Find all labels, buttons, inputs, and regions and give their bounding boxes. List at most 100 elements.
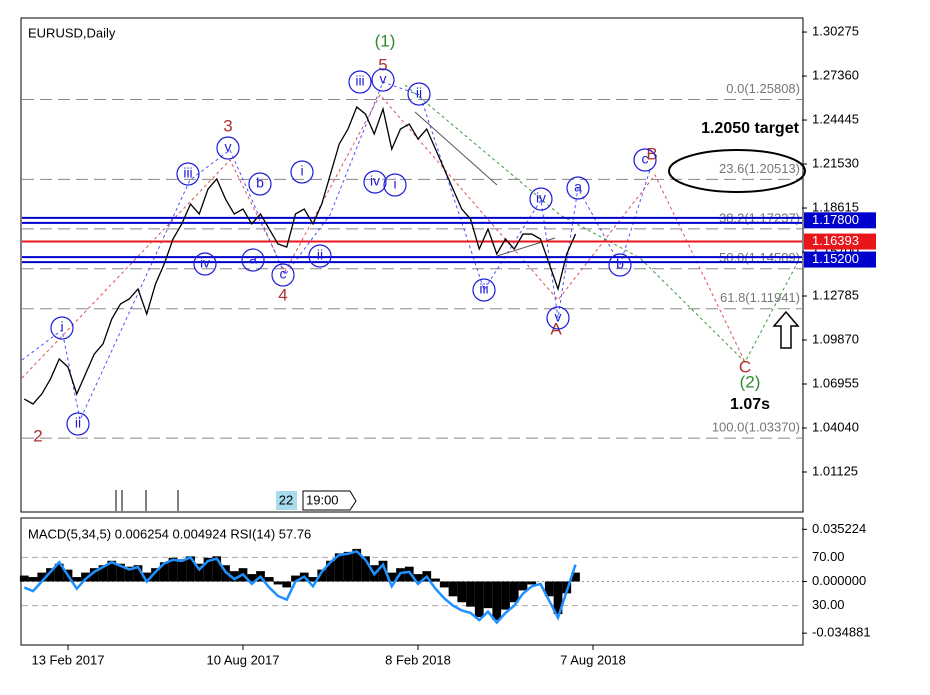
target-note: 1.2050 target	[701, 120, 800, 137]
macd-bar	[89, 568, 99, 582]
macd-bar	[142, 572, 152, 582]
wave-label: iii	[183, 165, 192, 181]
fib-label: 0.0(1.25808)	[726, 81, 800, 96]
macd-bar	[81, 572, 90, 582]
wave-label: 3	[223, 116, 232, 135]
macd-bar	[518, 581, 528, 591]
macd-bar	[308, 577, 318, 582]
macd-bar	[466, 581, 475, 607]
wave-circle	[472, 278, 496, 302]
target-ellipse	[668, 149, 806, 193]
macd-bar	[116, 563, 125, 582]
y-tick-label: 1.09870	[812, 331, 859, 346]
wave-label: C	[739, 357, 751, 376]
macd-bar	[457, 581, 467, 603]
macd-bar	[151, 568, 160, 582]
y-tick-label: 1.06955	[812, 375, 859, 390]
wave-label: i	[300, 163, 303, 179]
y2-tick-label: 30.00	[812, 597, 845, 612]
macd-bar	[264, 577, 274, 582]
macd-bar	[19, 575, 29, 582]
wave-circle	[608, 253, 632, 277]
macd-bar	[46, 568, 55, 582]
y2-tick-label: 70.00	[812, 549, 845, 564]
macd-bar	[571, 572, 580, 582]
macd-bar	[54, 563, 64, 582]
wave-label: (2)	[740, 372, 761, 391]
macd-bar	[282, 581, 292, 588]
macd-bar	[28, 577, 38, 582]
wave-label: (1)	[375, 31, 396, 50]
y-tick-label: 0.035224	[812, 521, 866, 536]
wave-circle	[66, 412, 90, 436]
wave-circle	[546, 306, 570, 330]
wave-label: c	[280, 266, 287, 282]
macd-bar	[72, 577, 82, 582]
wave-label: iii	[479, 281, 488, 297]
x-tick-label: 10 Aug 2017	[206, 652, 279, 667]
wave-label: iv	[200, 255, 210, 271]
wave-label: iv	[536, 190, 546, 206]
macd-bar	[492, 581, 502, 621]
macd-bar	[404, 566, 414, 582]
y-tick-label: 1.12785	[812, 287, 859, 302]
wave-label: iv	[370, 173, 380, 189]
wave-label: 2	[33, 426, 42, 445]
channel-line	[414, 111, 498, 186]
time-marker: 22	[279, 492, 293, 507]
macd-bar	[334, 553, 344, 582]
wave-circle	[176, 162, 200, 186]
wave-circle	[371, 68, 395, 92]
macd-bar	[212, 556, 222, 582]
wave-label: v	[380, 71, 387, 87]
macd-bar	[326, 560, 335, 582]
y-tick-label: 1.24445	[812, 111, 859, 126]
wave-label: v	[555, 309, 562, 325]
macd-bar	[159, 562, 169, 582]
macd-bar	[474, 581, 484, 618]
wave-circle	[193, 252, 217, 276]
price-box	[804, 212, 876, 229]
macd-bar	[247, 574, 257, 582]
macd-bar	[317, 569, 327, 582]
up-arrow	[772, 310, 800, 349]
macd-bar	[431, 578, 440, 582]
low-note: 1.07s	[730, 396, 770, 413]
wave-circle	[566, 176, 590, 200]
wave-circle	[407, 82, 431, 106]
x-tick-label: 13 Feb 2017	[31, 652, 104, 667]
time-marker-frame	[302, 490, 357, 511]
wave-label: ii	[317, 247, 323, 263]
wave-label: v	[225, 139, 232, 155]
wave-label: i	[60, 319, 63, 335]
price-line	[23, 105, 577, 405]
symbol-title: EURUSD,Daily	[28, 25, 116, 40]
time-marker-box	[276, 491, 297, 510]
macd-bar	[527, 581, 537, 585]
macd-bar	[501, 581, 510, 610]
indicator-title: MACD(5,34,5) 0.006254 0.004924 RSI(14) 5…	[28, 526, 311, 541]
macd-bar	[194, 563, 204, 582]
indicator-line	[23, 549, 577, 625]
fib-label: 61.8(1.11941)	[720, 290, 800, 305]
wave-label: ii	[416, 85, 422, 101]
price-box-label: 1.16393	[812, 233, 859, 248]
wave-label: ii	[75, 415, 81, 431]
macd-bar	[124, 566, 134, 582]
macd-bar	[133, 565, 143, 582]
macd-bar	[107, 560, 117, 582]
main-panel-frame	[20, 17, 804, 513]
wave-label: 4	[278, 285, 287, 304]
wave-circle	[363, 170, 387, 194]
y-tick-label: -0.034881	[812, 625, 871, 640]
y-tick-label: 1.18615	[812, 199, 859, 214]
price-box-label: 1.15200	[812, 251, 859, 266]
forecast-red	[21, 94, 746, 379]
macd-bar	[352, 548, 362, 582]
y-tick-label: 1.30275	[812, 23, 859, 38]
wave-label: 5	[378, 55, 387, 74]
wave-circle	[248, 172, 272, 196]
macd-bar	[291, 575, 300, 582]
wave-circle	[529, 187, 553, 211]
